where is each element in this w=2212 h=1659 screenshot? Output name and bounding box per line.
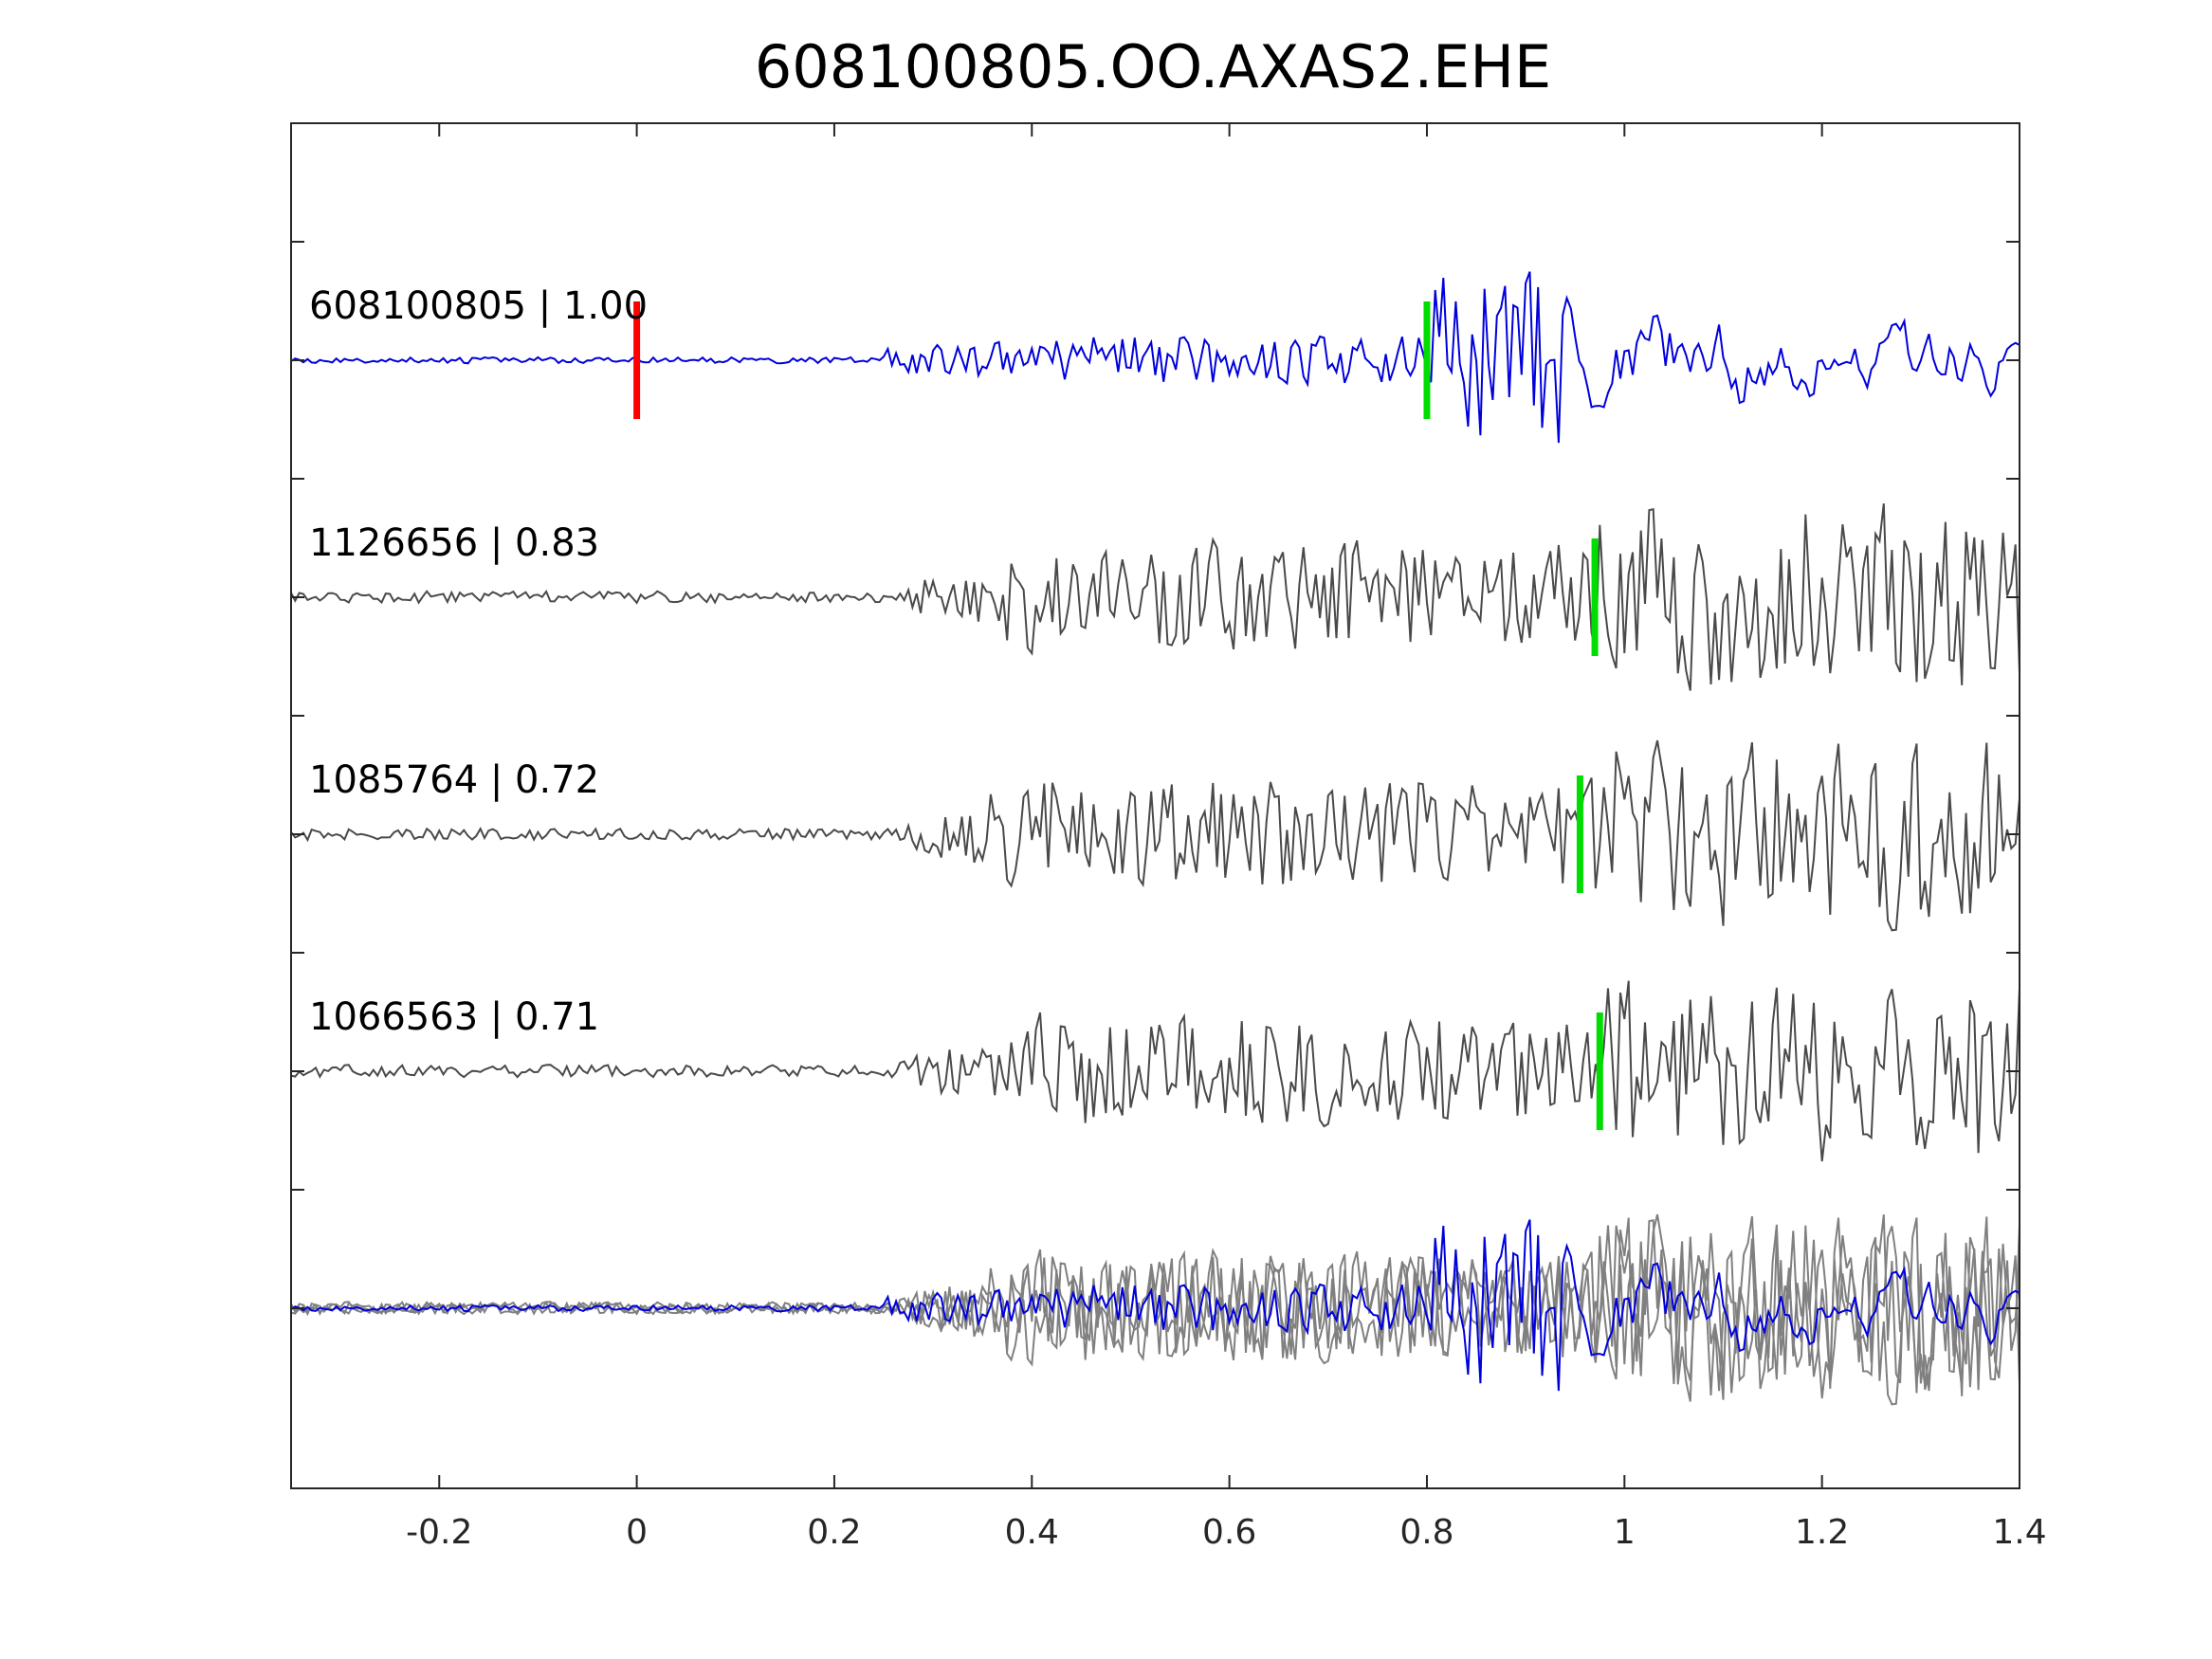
axes-frame bbox=[290, 122, 2020, 1489]
x-tick-label: 0.8 bbox=[1399, 1513, 1453, 1552]
pick-markers bbox=[633, 301, 1603, 1130]
overlay-stack bbox=[290, 1213, 2020, 1406]
trace-line-1085764 bbox=[290, 739, 2020, 932]
trace-group bbox=[290, 271, 2020, 1162]
x-tick-label: 1.2 bbox=[1795, 1513, 1849, 1552]
x-tick-label: 0.2 bbox=[807, 1513, 861, 1552]
overlay-detection-line bbox=[290, 1213, 2020, 1406]
overlay-detection-line bbox=[290, 1213, 2020, 1402]
chart-title: 608100805.OO.AXAS2.EHE bbox=[755, 32, 1551, 101]
overlay-template-line bbox=[290, 1219, 2020, 1392]
axis-ticks: -0.2 0 0.2 0.4 0.6 0.8 1 1.2 1.4 bbox=[291, 122, 2047, 1552]
trace-labels: 608100805 | 1.00 1126656 | 0.83 1085764 | … bbox=[309, 284, 648, 1039]
trace-line-1066563 bbox=[290, 980, 2020, 1162]
x-tick-label: 0.4 bbox=[1005, 1513, 1059, 1552]
trace-label-1085764: 1085764 | 0.72 bbox=[309, 758, 599, 802]
x-tick-label: 1.4 bbox=[1992, 1513, 2046, 1552]
x-tick-label: 0.6 bbox=[1202, 1513, 1256, 1552]
trace-label-1126656: 1126656 | 0.83 bbox=[309, 521, 599, 565]
x-tick-label: 1 bbox=[1614, 1513, 1636, 1552]
x-tick-label: 0 bbox=[626, 1513, 648, 1552]
trace-line-608100805 bbox=[290, 271, 2020, 444]
x-tick-label: -0.2 bbox=[406, 1513, 472, 1552]
trace-label-1066563: 1066563 | 0.71 bbox=[309, 995, 599, 1039]
trace-line-1126656 bbox=[290, 502, 2020, 691]
overlay-detection-line bbox=[290, 1217, 2020, 1399]
trace-label-608100805: 608100805 | 1.00 bbox=[309, 284, 648, 328]
